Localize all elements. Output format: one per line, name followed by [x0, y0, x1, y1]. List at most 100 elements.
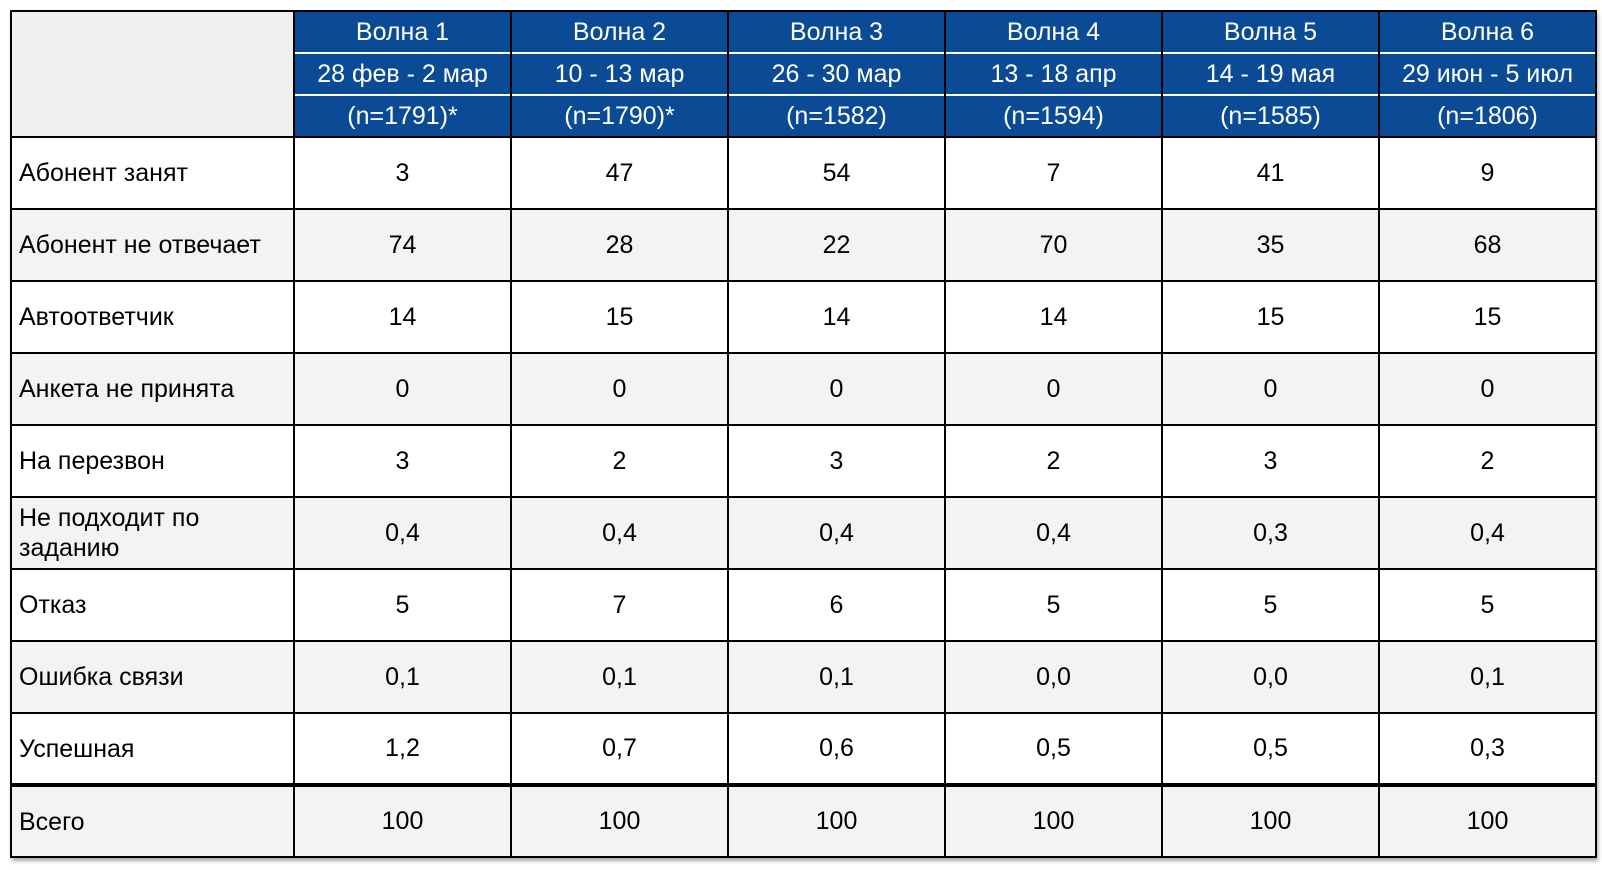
value-cell: 1,2	[293, 712, 512, 786]
value-cell: 9	[1378, 136, 1597, 210]
value-cell: 35	[1161, 208, 1380, 282]
wave-dates: 26 - 30 мар	[729, 52, 944, 94]
value-cell: 0,4	[510, 496, 729, 570]
wave-header-2: Волна 2 10 - 13 мар (n=1790)*	[510, 10, 729, 138]
value-cell: 6	[727, 568, 946, 642]
table-body: Абонент занят 3 47 54 7 41 9 Абонент не отвечае…	[10, 136, 1597, 858]
row-label: На перезвон	[10, 424, 295, 498]
wave-sample-size: (n=1806)	[1380, 94, 1595, 136]
wave-header-4: Волна 4 13 - 18 апр (n=1594)	[944, 10, 1163, 138]
value-cell: 3	[727, 424, 946, 498]
wave-sample-size: (n=1585)	[1163, 94, 1378, 136]
header-corner-cell	[10, 10, 295, 138]
table-row: Не подходит по заданию 0,4 0,4 0,4 0,4 0,3 0,4	[10, 496, 1597, 570]
value-cell: 54	[727, 136, 946, 210]
total-row: Всего 100 100 100 100 100 100	[10, 783, 1597, 858]
value-cell: 0,3	[1161, 496, 1380, 570]
row-label: Отказ	[10, 568, 295, 642]
value-cell: 0,1	[510, 640, 729, 714]
value-cell: 41	[1161, 136, 1380, 210]
value-cell: 0,4	[727, 496, 946, 570]
value-cell: 47	[510, 136, 729, 210]
results-table-frame: Волна 1 28 фев - 2 мар (n=1791)* Волна 2…	[10, 10, 1597, 858]
value-cell: 0	[293, 352, 512, 426]
value-cell: 5	[1378, 568, 1597, 642]
value-cell: 0	[944, 352, 1163, 426]
table-row: Анкета не принята 0 0 0 0 0 0	[10, 352, 1597, 426]
total-value-cell: 100	[727, 783, 946, 858]
value-cell: 0,1	[293, 640, 512, 714]
value-cell: 0,1	[727, 640, 946, 714]
wave-sample-size: (n=1594)	[946, 94, 1161, 136]
value-cell: 15	[510, 280, 729, 354]
wave-sample-size: (n=1582)	[729, 94, 944, 136]
total-value-cell: 100	[944, 783, 1163, 858]
value-cell: 2	[1378, 424, 1597, 498]
value-cell: 2	[944, 424, 1163, 498]
row-label: Ошибка связи	[10, 640, 295, 714]
total-value-cell: 100	[293, 783, 512, 858]
header-row: Волна 1 28 фев - 2 мар (n=1791)* Волна 2…	[10, 10, 1597, 138]
value-cell: 14	[727, 280, 946, 354]
value-cell: 0	[510, 352, 729, 426]
wave-name: Волна 1	[355, 18, 450, 46]
value-cell: 68	[1378, 208, 1597, 282]
total-value-cell: 100	[1161, 783, 1380, 858]
row-label: Не подходит по заданию	[10, 496, 295, 570]
wave-dates: 28 фев - 2 мар	[295, 52, 510, 94]
wave-header-5: Волна 5 14 - 19 мая (n=1585)	[1161, 10, 1380, 138]
table-row: Автоответчик 14 15 14 14 15 15	[10, 280, 1597, 354]
value-cell: 15	[1378, 280, 1597, 354]
value-cell: 3	[293, 424, 512, 498]
call-results-table: Волна 1 28 фев - 2 мар (n=1791)* Волна 2…	[10, 10, 1597, 858]
table-row: Абонент занят 3 47 54 7 41 9	[10, 136, 1597, 210]
value-cell: 0,3	[1378, 712, 1597, 786]
value-cell: 5	[1161, 568, 1380, 642]
value-cell: 0,4	[1378, 496, 1597, 570]
wave-sample-size: (n=1791)*	[295, 94, 510, 136]
table-row: Отказ 5 7 6 5 5 5	[10, 568, 1597, 642]
table-row: Абонент не отвечает 74 28 22 70 35 68	[10, 208, 1597, 282]
value-cell: 2	[510, 424, 729, 498]
wave-sample-size: (n=1790)*	[512, 94, 727, 136]
wave-dates: 10 - 13 мар	[512, 52, 727, 94]
value-cell: 5	[944, 568, 1163, 642]
value-cell: 28	[510, 208, 729, 282]
value-cell: 0	[727, 352, 946, 426]
wave-header-3: Волна 3 26 - 30 мар (n=1582)	[727, 10, 946, 138]
value-cell: 0,4	[293, 496, 512, 570]
value-cell: 15	[1161, 280, 1380, 354]
table-row: Успешная 1,2 0,7 0,6 0,5 0,5 0,3	[10, 712, 1597, 786]
wave-name: Волна 5	[1223, 18, 1318, 46]
wave-name: Волна 2	[572, 18, 667, 46]
wave-dates: 29 июн - 5 июл	[1380, 52, 1595, 94]
value-cell: 0,0	[944, 640, 1163, 714]
value-cell: 3	[293, 136, 512, 210]
row-label: Абонент не отвечает	[10, 208, 295, 282]
value-cell: 70	[944, 208, 1163, 282]
row-label: Успешная	[10, 712, 295, 786]
value-cell: 0,0	[1161, 640, 1380, 714]
value-cell: 74	[293, 208, 512, 282]
value-cell: 0,7	[510, 712, 729, 786]
value-cell: 5	[293, 568, 512, 642]
value-cell: 0	[1378, 352, 1597, 426]
value-cell: 22	[727, 208, 946, 282]
wave-name: Волна 4	[1006, 18, 1101, 46]
row-label: Анкета не принята	[10, 352, 295, 426]
value-cell: 0	[1161, 352, 1380, 426]
value-cell: 0,4	[944, 496, 1163, 570]
table-row: На перезвон 3 2 3 2 3 2	[10, 424, 1597, 498]
wave-dates: 14 - 19 мая	[1163, 52, 1378, 94]
wave-name: Волна 6	[1440, 18, 1535, 46]
row-label: Автоответчик	[10, 280, 295, 354]
total-label: Всего	[10, 783, 295, 858]
value-cell: 0,5	[1161, 712, 1380, 786]
wave-header-6: Волна 6 29 июн - 5 июл (n=1806)	[1378, 10, 1597, 138]
value-cell: 3	[1161, 424, 1380, 498]
total-value-cell: 100	[1378, 783, 1597, 858]
wave-name: Волна 3	[789, 18, 884, 46]
wave-header-1: Волна 1 28 фев - 2 мар (n=1791)*	[293, 10, 512, 138]
table-row: Ошибка связи 0,1 0,1 0,1 0,0 0,0 0,1	[10, 640, 1597, 714]
wave-dates: 13 - 18 апр	[946, 52, 1161, 94]
